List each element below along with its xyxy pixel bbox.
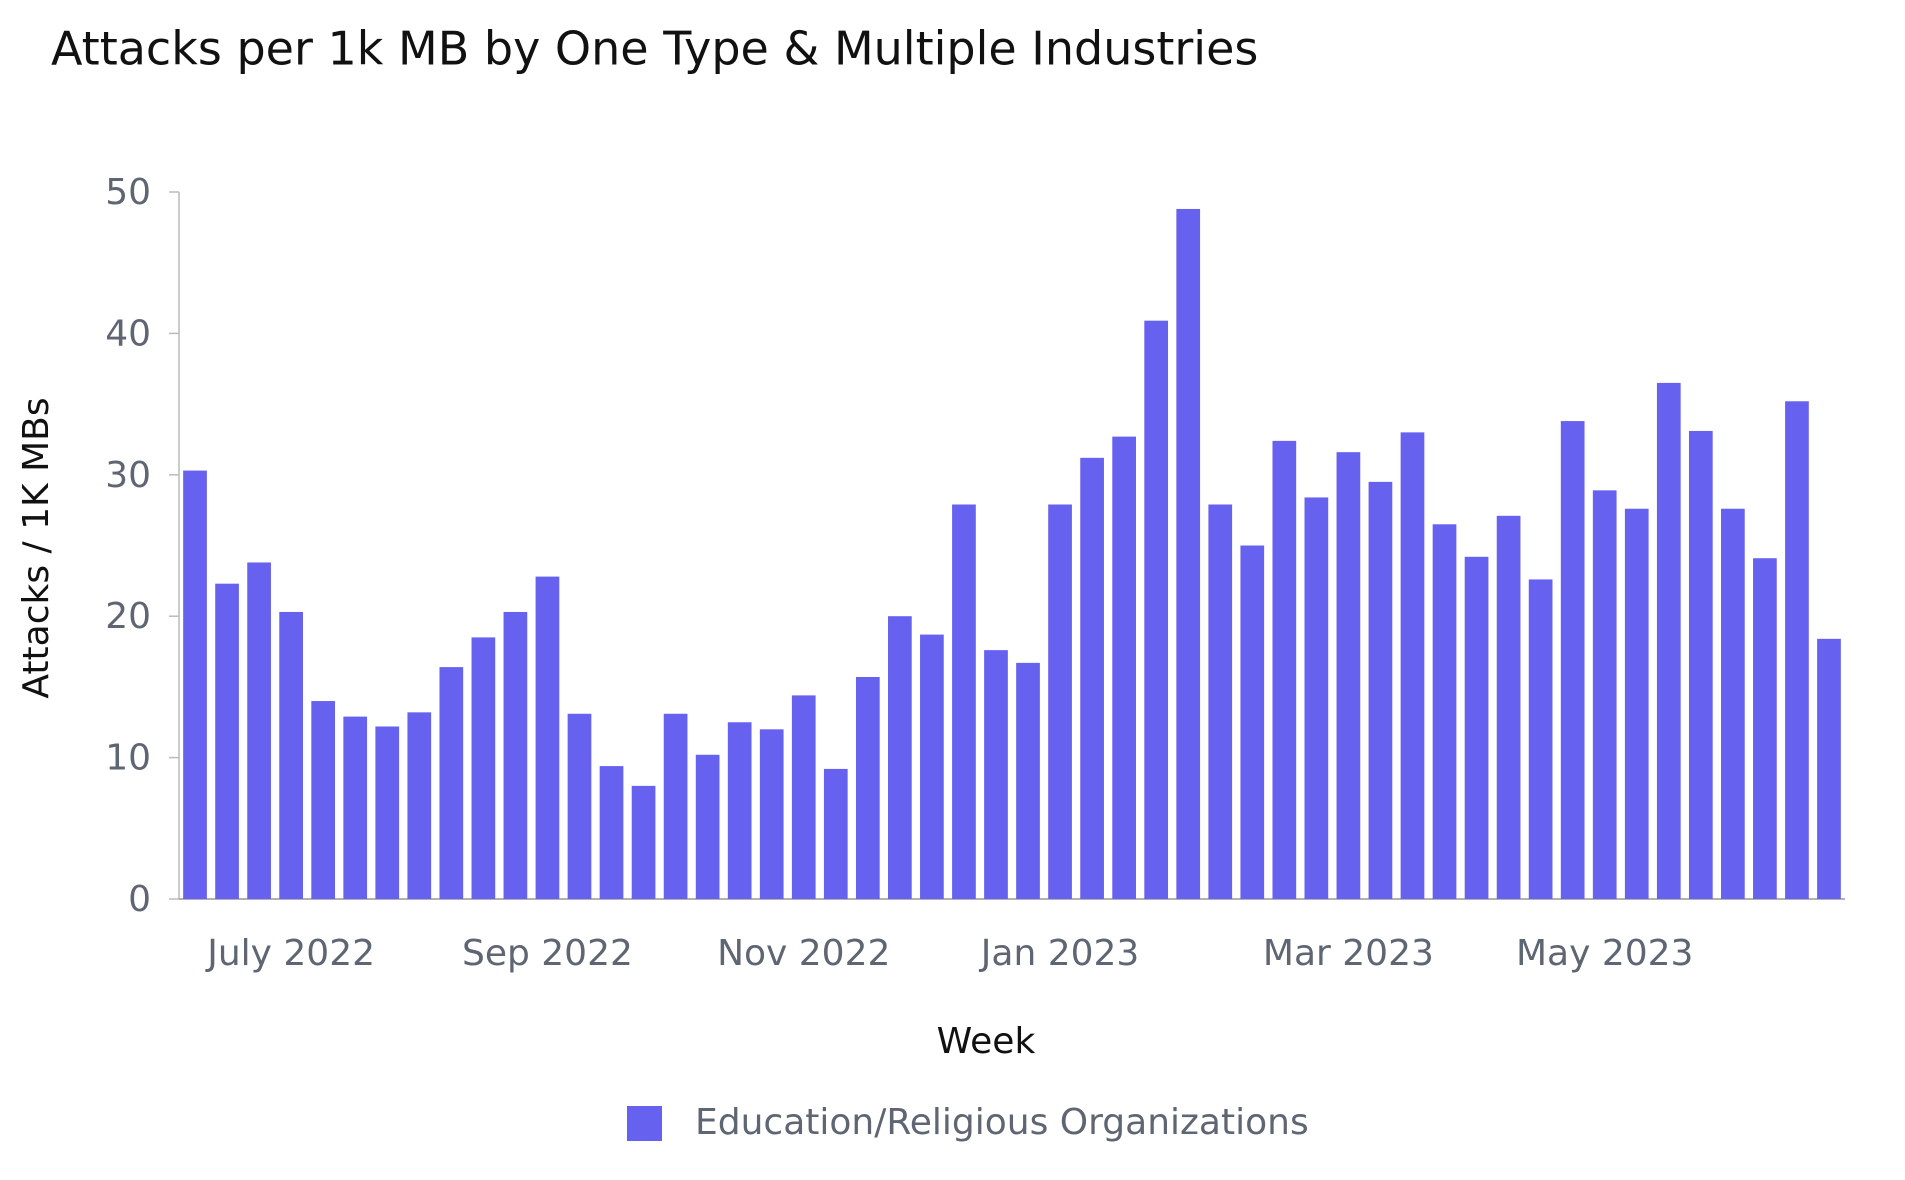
x-axis-label: Week (937, 1021, 1036, 1062)
bar (279, 611, 303, 899)
bar (215, 583, 239, 899)
bar (439, 667, 464, 899)
bar (1400, 432, 1425, 899)
bar (1592, 490, 1617, 899)
x-tick-label: May 2023 (1516, 933, 1694, 974)
bar (1560, 421, 1585, 899)
bar (888, 616, 912, 899)
bar (791, 695, 816, 899)
bar (823, 768, 848, 899)
bar (727, 722, 752, 899)
bar (920, 634, 944, 899)
bar (1112, 436, 1136, 899)
bar (1304, 497, 1329, 899)
bar (1336, 452, 1361, 899)
bar (247, 562, 271, 899)
y-tick-label: 0 (128, 879, 151, 920)
bar (1208, 504, 1233, 899)
bar (1048, 504, 1072, 899)
bar (1817, 638, 1841, 899)
bar (1432, 524, 1457, 899)
bar (1176, 208, 1201, 899)
bar (311, 701, 336, 899)
bar (984, 650, 1008, 899)
bar (567, 713, 592, 899)
bar (471, 637, 496, 899)
x-tick-label: Mar 2023 (1263, 933, 1434, 974)
bar (1528, 579, 1553, 899)
y-tick-label: 20 (105, 596, 151, 637)
y-axis-label: Attacks / 1K MBs (16, 397, 57, 698)
bar (183, 470, 207, 899)
y-tick-label: 10 (105, 738, 151, 779)
legend-swatch (627, 1106, 662, 1141)
bar (375, 726, 400, 899)
bar (1785, 401, 1809, 899)
bar (759, 729, 784, 899)
x-tick-label: Sep 2022 (462, 933, 633, 974)
bar (599, 766, 624, 899)
bar (1624, 508, 1649, 899)
bar (1688, 430, 1713, 899)
bar (1496, 515, 1521, 899)
bar (1656, 382, 1681, 899)
bar (343, 716, 368, 899)
bar (1272, 440, 1297, 899)
bar (1464, 556, 1489, 899)
bar (695, 754, 720, 899)
bar (503, 611, 528, 899)
x-tick-label: Nov 2022 (717, 933, 890, 974)
bar (1753, 558, 1777, 899)
bar (855, 677, 880, 899)
bar (952, 504, 976, 899)
bar (1080, 457, 1104, 899)
x-tick-label: Jan 2023 (979, 933, 1140, 974)
y-tick-label: 30 (105, 455, 151, 496)
bar (1016, 662, 1040, 899)
x-tick-label: July 2022 (205, 933, 375, 974)
bar (663, 713, 688, 899)
bar (1144, 320, 1169, 899)
bar (1721, 508, 1745, 899)
bar (535, 576, 560, 899)
bar (631, 785, 656, 899)
y-tick-label: 50 (105, 172, 151, 213)
y-tick-label: 40 (105, 313, 151, 354)
bar (1368, 481, 1393, 899)
bar (1240, 545, 1265, 899)
legend-label: Education/Religious Organizations (695, 1102, 1309, 1143)
chart-title: Attacks per 1k MB by One Type & Multiple… (51, 22, 1258, 76)
bar (407, 712, 432, 899)
